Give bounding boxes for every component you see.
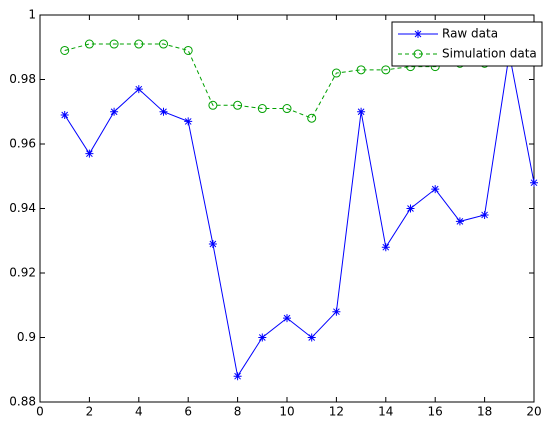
point <box>60 45 70 55</box>
x-tick-label: 12 <box>329 405 344 419</box>
point <box>257 104 267 114</box>
point <box>183 45 193 55</box>
point <box>134 85 143 94</box>
x-tick-label: 4 <box>135 405 143 419</box>
point <box>109 39 119 49</box>
y-tick-label: 0.96 <box>9 137 36 151</box>
point <box>85 149 94 158</box>
point <box>233 372 242 381</box>
point <box>332 307 341 316</box>
y-tick-label: 0.98 <box>9 72 36 86</box>
y-tick-label: 0.94 <box>9 201 36 215</box>
series-line <box>64 53 535 378</box>
x-tick-label: 6 <box>184 405 192 419</box>
point <box>357 107 366 116</box>
point <box>159 107 168 116</box>
x-tick-label: 8 <box>234 405 242 419</box>
point <box>84 39 94 49</box>
y-tick-label: 0.9 <box>17 330 36 344</box>
y-tick-label: 0.92 <box>9 266 36 280</box>
legend <box>391 21 543 67</box>
point <box>307 113 317 123</box>
legend-marker <box>414 30 422 38</box>
point <box>480 210 489 219</box>
point <box>331 68 341 78</box>
legend-label: Simulation data <box>442 47 537 61</box>
x-tick-label: 10 <box>279 405 294 419</box>
point <box>184 117 193 126</box>
point <box>356 65 366 75</box>
point <box>159 39 168 49</box>
point <box>530 178 538 187</box>
point <box>258 333 267 342</box>
point <box>282 104 292 114</box>
y-tick-label: 1 <box>28 8 36 22</box>
x-tick-label: 0 <box>36 405 44 419</box>
x-tick-label: 20 <box>526 405 541 419</box>
point <box>307 333 316 342</box>
plot-area <box>39 14 535 403</box>
point <box>455 217 464 226</box>
x-tick-label: 16 <box>428 405 443 419</box>
point <box>406 204 415 213</box>
x-tick-label: 14 <box>378 405 393 419</box>
point <box>110 107 119 116</box>
legend-label: Raw data <box>442 27 498 41</box>
point <box>431 185 440 194</box>
point <box>381 65 391 75</box>
point <box>60 110 69 119</box>
point <box>381 243 390 252</box>
point <box>233 100 243 110</box>
legend-marker <box>413 49 423 59</box>
y-tick-label: 0.88 <box>9 395 36 409</box>
x-tick-label: 2 <box>86 405 94 419</box>
x-tick-label: 18 <box>477 405 492 419</box>
point <box>283 314 291 323</box>
point <box>208 239 217 248</box>
point <box>134 39 144 49</box>
point <box>208 100 218 110</box>
